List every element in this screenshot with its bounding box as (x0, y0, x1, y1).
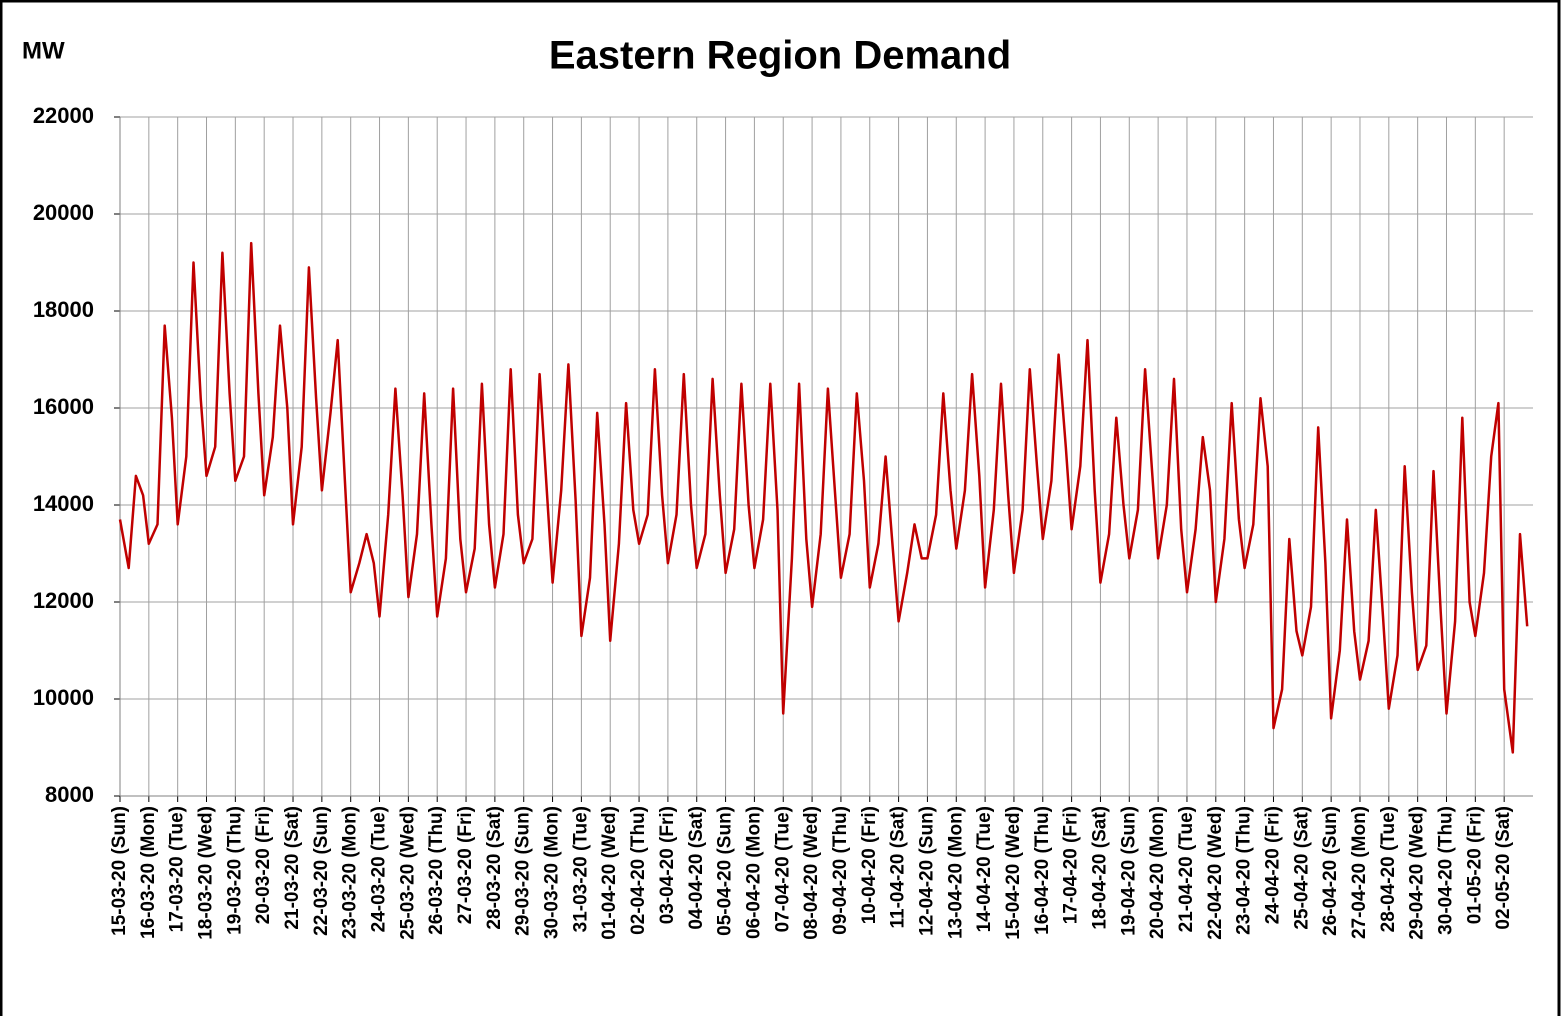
x-tick-label: 21-03-20 (Sat) (282, 806, 303, 930)
x-tick-label: 12-04-20 (Sun) (916, 806, 937, 936)
y-tick-label: 16000 (33, 394, 94, 419)
x-tick-label: 31-03-20 (Tue) (570, 806, 591, 932)
x-tick-label: 20-03-20 (Fri) (253, 806, 274, 924)
x-tick-label: 13-04-20 (Mon) (945, 806, 966, 939)
x-tick-label: 28-03-20 (Sat) (484, 806, 505, 930)
y-tick-label: 12000 (33, 588, 94, 613)
y-tick-label: 14000 (33, 491, 94, 516)
x-tick-label: 18-03-20 (Wed) (196, 806, 217, 940)
y-tick-label: 8000 (45, 782, 94, 807)
x-tick-label: 01-05-20 (Fri) (1464, 806, 1485, 924)
x-tick-label: 15-03-20 (Sun) (109, 806, 130, 936)
x-tick-label: 29-04-20 (Wed) (1407, 806, 1428, 940)
x-tick-label: 25-04-20 (Sat) (1291, 806, 1312, 930)
x-tick-label: 21-04-20 (Tue) (1176, 806, 1197, 932)
x-tick-label: 03-04-20 (Fri) (657, 806, 678, 924)
x-tick-label: 24-03-20 (Tue) (369, 806, 390, 932)
y-tick-label: 22000 (33, 103, 94, 128)
x-tick-label: 15-04-20 (Wed) (1003, 806, 1024, 940)
data-line (118, 241, 1529, 754)
x-tick-label: 07-04-20 (Tue) (772, 806, 793, 932)
y-tick-label: 10000 (33, 685, 94, 710)
x-tick-label: 10-04-20 (Fri) (859, 806, 880, 924)
x-tick-label: 14-04-20 (Tue) (974, 806, 995, 932)
x-tick-label: 23-03-20 (Mon) (340, 806, 361, 939)
x-tick-label: 27-04-20 (Mon) (1349, 806, 1370, 939)
x-tick-label: 01-04-20 (Wed) (599, 806, 620, 940)
x-tick-label: 16-04-20 (Thu) (1032, 806, 1053, 935)
x-tick-label: 19-03-20 (Thu) (224, 806, 245, 935)
x-tick-label: 22-04-20 (Wed) (1205, 806, 1226, 940)
x-tick-label: 26-03-20 (Thu) (426, 806, 447, 935)
x-tick-label: 02-05-20 (Sat) (1493, 806, 1514, 930)
x-tick-label: 22-03-20 (Sun) (311, 806, 332, 936)
x-tick-label: 20-04-20 (Mon) (1147, 806, 1168, 939)
chart-title: Eastern Region Demand (549, 34, 1011, 78)
x-tick-label: 18-04-20 (Sat) (1089, 806, 1110, 930)
x-tick-label: 11-04-20 (Sat) (888, 806, 909, 929)
x-tick-label: 04-04-20 (Sat) (686, 806, 707, 930)
x-tick-label: 24-04-20 (Fri) (1262, 806, 1283, 924)
x-tick-label: 17-04-20 (Fri) (1061, 806, 1082, 924)
x-tick-label: 27-03-20 (Fri) (455, 806, 476, 924)
x-tick-label: 19-04-20 (Sun) (1118, 806, 1139, 936)
x-tick-label: 08-04-20 (Wed) (801, 806, 822, 940)
y-tick-label: 18000 (33, 297, 94, 322)
y-tick-label: 20000 (33, 200, 94, 225)
y-axis-label: MW (22, 37, 65, 64)
x-tick-label: 30-04-20 (Thu) (1436, 806, 1457, 935)
x-tick-label: 26-04-20 (Sun) (1320, 806, 1341, 936)
x-tick-label: 16-03-20 (Mon) (138, 806, 159, 939)
x-tick-label: 25-03-20 (Wed) (397, 806, 418, 940)
x-tick-label: 06-04-20 (Mon) (743, 806, 764, 939)
x-tick-label: 23-04-20 (Thu) (1234, 806, 1255, 935)
x-tick-label: 29-03-20 (Sun) (513, 806, 534, 936)
x-tick-label: 17-03-20 (Tue) (167, 806, 188, 932)
x-tick-label: 28-04-20 (Tue) (1378, 806, 1399, 932)
x-tick-label: 02-04-20 (Thu) (628, 806, 649, 935)
x-tick-label: 30-03-20 (Mon) (542, 806, 563, 939)
x-tick-label: 09-04-20 (Thu) (830, 806, 851, 935)
x-tick-label: 05-04-20 (Sun) (715, 806, 736, 936)
